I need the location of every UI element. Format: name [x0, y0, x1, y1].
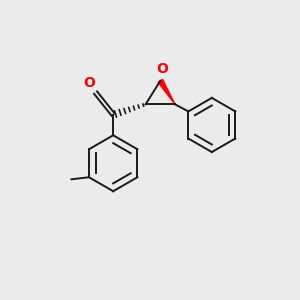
Text: O: O [83, 76, 95, 90]
Text: O: O [156, 61, 168, 76]
Polygon shape [158, 80, 175, 104]
